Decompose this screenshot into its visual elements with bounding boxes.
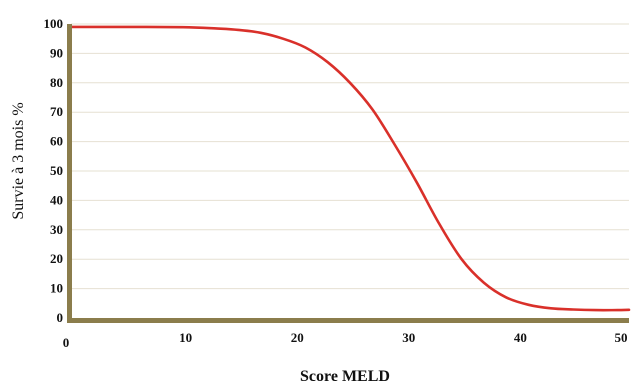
y-tick-label-0: 0 [57,310,64,325]
gridlines [71,23,629,290]
x-tick-label-20: 20 [291,330,304,345]
y-axis-title: Survie à 3 mois % [10,102,27,219]
y-tick-label-40: 40 [50,192,63,207]
y-tick-label-100: 100 [44,16,64,31]
x-tick-label-30: 30 [402,330,415,345]
x-tick-label-0: 0 [63,335,70,350]
x-tick-labels: 0 10 20 30 40 50 [63,330,628,350]
x-tick-label-40: 40 [514,330,527,345]
y-tick-labels: 0 10 20 30 40 50 60 70 80 90 100 [44,16,64,325]
survival-curve [69,25,631,312]
y-tick-label-50: 50 [50,163,63,178]
x-axis-title: Score MELD [300,368,390,385]
x-tick-label-10: 10 [179,330,192,345]
y-tick-label-60: 60 [50,134,63,149]
y-tick-label-10: 10 [50,281,63,296]
y-tick-label-70: 70 [50,104,63,119]
y-tick-label-80: 80 [50,75,63,90]
x-tick-label-50: 50 [615,330,628,345]
y-tick-label-30: 30 [50,222,63,237]
x-axis-line [67,318,629,323]
y-tick-label-20: 20 [50,251,63,266]
y-tick-label-90: 90 [50,45,63,60]
y-axis-line [67,24,72,322]
